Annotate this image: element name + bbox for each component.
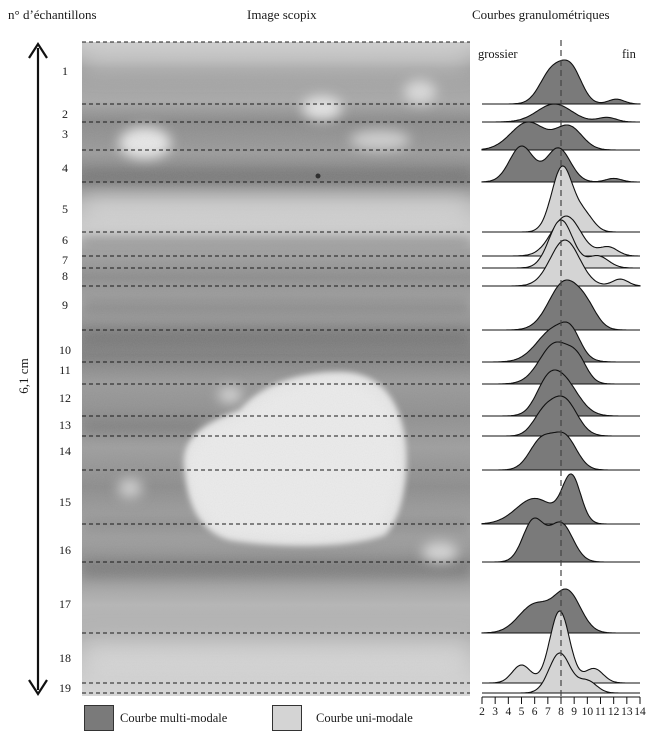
scopix-image	[82, 42, 470, 696]
legend-label-multi: Courbe multi-modale	[120, 711, 228, 725]
sample-number: 3	[62, 127, 68, 141]
axis-tick-label: 12	[607, 706, 620, 718]
sample-number: 17	[59, 597, 71, 611]
legend-label-uni: Courbe uni-modale	[316, 711, 413, 725]
header-samples: n° d’échantillons	[8, 7, 97, 22]
axis-tick-label: 4	[505, 706, 512, 718]
sample-number: 18	[59, 651, 71, 665]
curve-axis	[481, 696, 641, 704]
axis-tick-label: 11	[594, 706, 607, 718]
curve-sample-5	[482, 165, 640, 233]
label-fine: fin	[622, 47, 636, 61]
legend-swatch-uni	[272, 705, 302, 731]
sample-number: 4	[62, 161, 68, 175]
sample-number: 13	[59, 418, 71, 432]
axis-tick-label: 3	[492, 706, 499, 718]
axis-tick-label: 2	[479, 706, 485, 718]
axis-tick-label: 6	[531, 706, 538, 718]
legend-swatch-multi	[84, 705, 114, 731]
axis-tick-label: 14	[634, 706, 646, 718]
axis-tick-label: 7	[544, 706, 551, 718]
granulometric-curves	[481, 40, 641, 700]
axis-tick-label: 13	[621, 706, 633, 718]
sample-number: 9	[62, 298, 68, 312]
header-curves: Courbes granulométriques	[472, 7, 610, 22]
axis-tick-label: 8	[558, 706, 564, 718]
sample-number: 10	[59, 343, 71, 357]
sample-number: 15	[59, 495, 71, 509]
length-label: 6,1 cm	[16, 358, 31, 394]
label-coarse: grossier	[478, 47, 518, 61]
axis-tick-label: 9	[571, 706, 578, 718]
sample-number: 2	[62, 107, 68, 121]
length-arrow	[28, 41, 48, 697]
header-image: Image scopix	[247, 7, 317, 22]
sample-number: 16	[59, 543, 71, 557]
sample-number: 1	[62, 64, 68, 78]
axis-tick-label: 10	[581, 706, 594, 718]
curve-sample-13	[482, 395, 640, 437]
sample-number: 11	[59, 363, 71, 377]
curve-sample-18	[482, 610, 640, 684]
axis-tick-label: 5	[518, 706, 525, 718]
sample-number: 19	[59, 681, 71, 695]
sample-boundaries	[82, 41, 470, 694]
sample-number: 7	[62, 253, 68, 267]
sample-number: 5	[62, 202, 68, 216]
sample-number: 14	[59, 444, 71, 458]
sample-number: 12	[59, 391, 71, 405]
sample-number: 8	[62, 269, 68, 283]
sample-number: 6	[62, 233, 68, 247]
